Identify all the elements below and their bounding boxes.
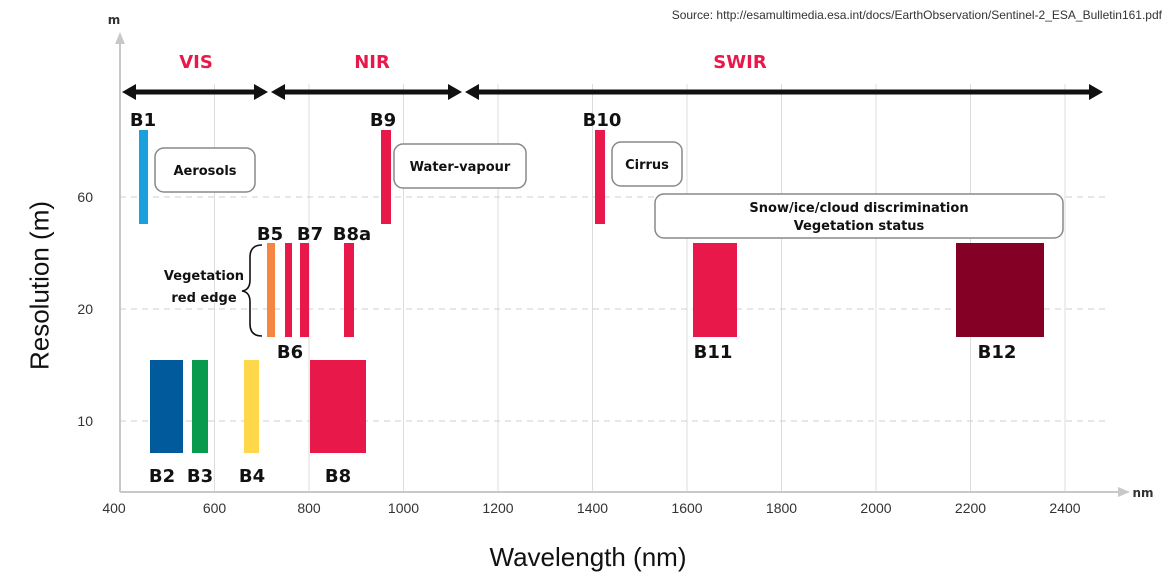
band-label-b5: B5	[257, 224, 283, 245]
band-label-b6: B6	[277, 342, 303, 363]
band-bar-b8	[310, 360, 366, 453]
y-axis-arrow	[115, 32, 125, 44]
band-label-b8: B8	[325, 466, 351, 487]
x-tick-label: 1400	[577, 500, 608, 516]
region-arrowhead-left	[122, 84, 136, 100]
band-bar-b5	[267, 243, 275, 337]
band-bar-b6	[285, 243, 292, 337]
region-arrowhead-left	[465, 84, 479, 100]
y-tick-label: 20	[77, 301, 93, 317]
region-arrowhead-left	[271, 84, 285, 100]
x-tick-label: 2400	[1049, 500, 1080, 516]
region-label-nir: NIR	[354, 52, 390, 73]
x-axis-arrow	[1118, 487, 1130, 497]
band-bar-b4	[244, 360, 259, 453]
band-label-b4: B4	[239, 466, 265, 487]
annotation-text-red-edge: red edge	[171, 291, 236, 306]
x-tick-label: 1200	[482, 500, 513, 516]
band-bar-b11	[693, 243, 737, 337]
band-label-b10: B10	[583, 110, 622, 131]
annotation-box	[154, 147, 256, 193]
x-tick-label: 600	[203, 500, 227, 516]
y-tick-label: 10	[77, 413, 93, 429]
region-label-swir: SWIR	[713, 52, 767, 73]
annotation-text-red-edge: Vegetation	[164, 269, 244, 284]
band-label-b3: B3	[187, 466, 213, 487]
region-label-vis: VIS	[179, 52, 213, 73]
band-bar-b7	[300, 243, 309, 337]
x-tick-label: 1800	[766, 500, 797, 516]
y-unit-label: m	[108, 13, 121, 27]
band-label-b12: B12	[978, 342, 1017, 363]
region-arrowhead-right	[1089, 84, 1103, 100]
band-bar-b12	[956, 243, 1044, 337]
source-note: Source: http://esamultimedia.esa.int/doc…	[671, 8, 1162, 22]
annotation-box	[393, 143, 527, 189]
band-label-b2: B2	[149, 466, 175, 487]
band-bar-b3	[192, 360, 208, 453]
band-bar-b9	[381, 130, 391, 224]
x-tick-label: 1000	[388, 500, 419, 516]
region-arrowhead-right	[448, 84, 462, 100]
band-bar-b8a	[344, 243, 354, 337]
band-bar-b10	[595, 130, 605, 224]
annotation-box	[611, 141, 683, 187]
x-axis-title: Wavelength (nm)	[489, 542, 687, 572]
x-tick-label: 1600	[671, 500, 702, 516]
red-edge-brace	[241, 244, 263, 337]
annotation-text: Snow/ice/cloud discrimination	[749, 201, 968, 216]
y-tick-label: 60	[77, 189, 93, 205]
band-bar-b2	[150, 360, 183, 453]
band-label-b8a: B8a	[333, 224, 371, 245]
annotation-box	[654, 193, 1064, 239]
x-unit-label: nm	[1132, 486, 1153, 500]
band-bar-b1	[139, 130, 148, 224]
annotation-text: Vegetation status	[794, 219, 925, 234]
x-tick-label: 2200	[955, 500, 986, 516]
band-label-b11: B11	[694, 342, 733, 363]
band-label-b1: B1	[130, 110, 156, 131]
x-tick-label: 800	[297, 500, 321, 516]
x-tick-label: 400	[102, 500, 126, 516]
annotation-text: Cirrus	[625, 158, 669, 173]
annotation-text: Water-vapour	[410, 160, 511, 175]
annotation-text: Aerosols	[173, 164, 236, 179]
band-label-b7: B7	[297, 224, 323, 245]
region-arrowhead-right	[254, 84, 268, 100]
band-label-b9: B9	[370, 110, 396, 131]
x-tick-label: 2000	[860, 500, 891, 516]
